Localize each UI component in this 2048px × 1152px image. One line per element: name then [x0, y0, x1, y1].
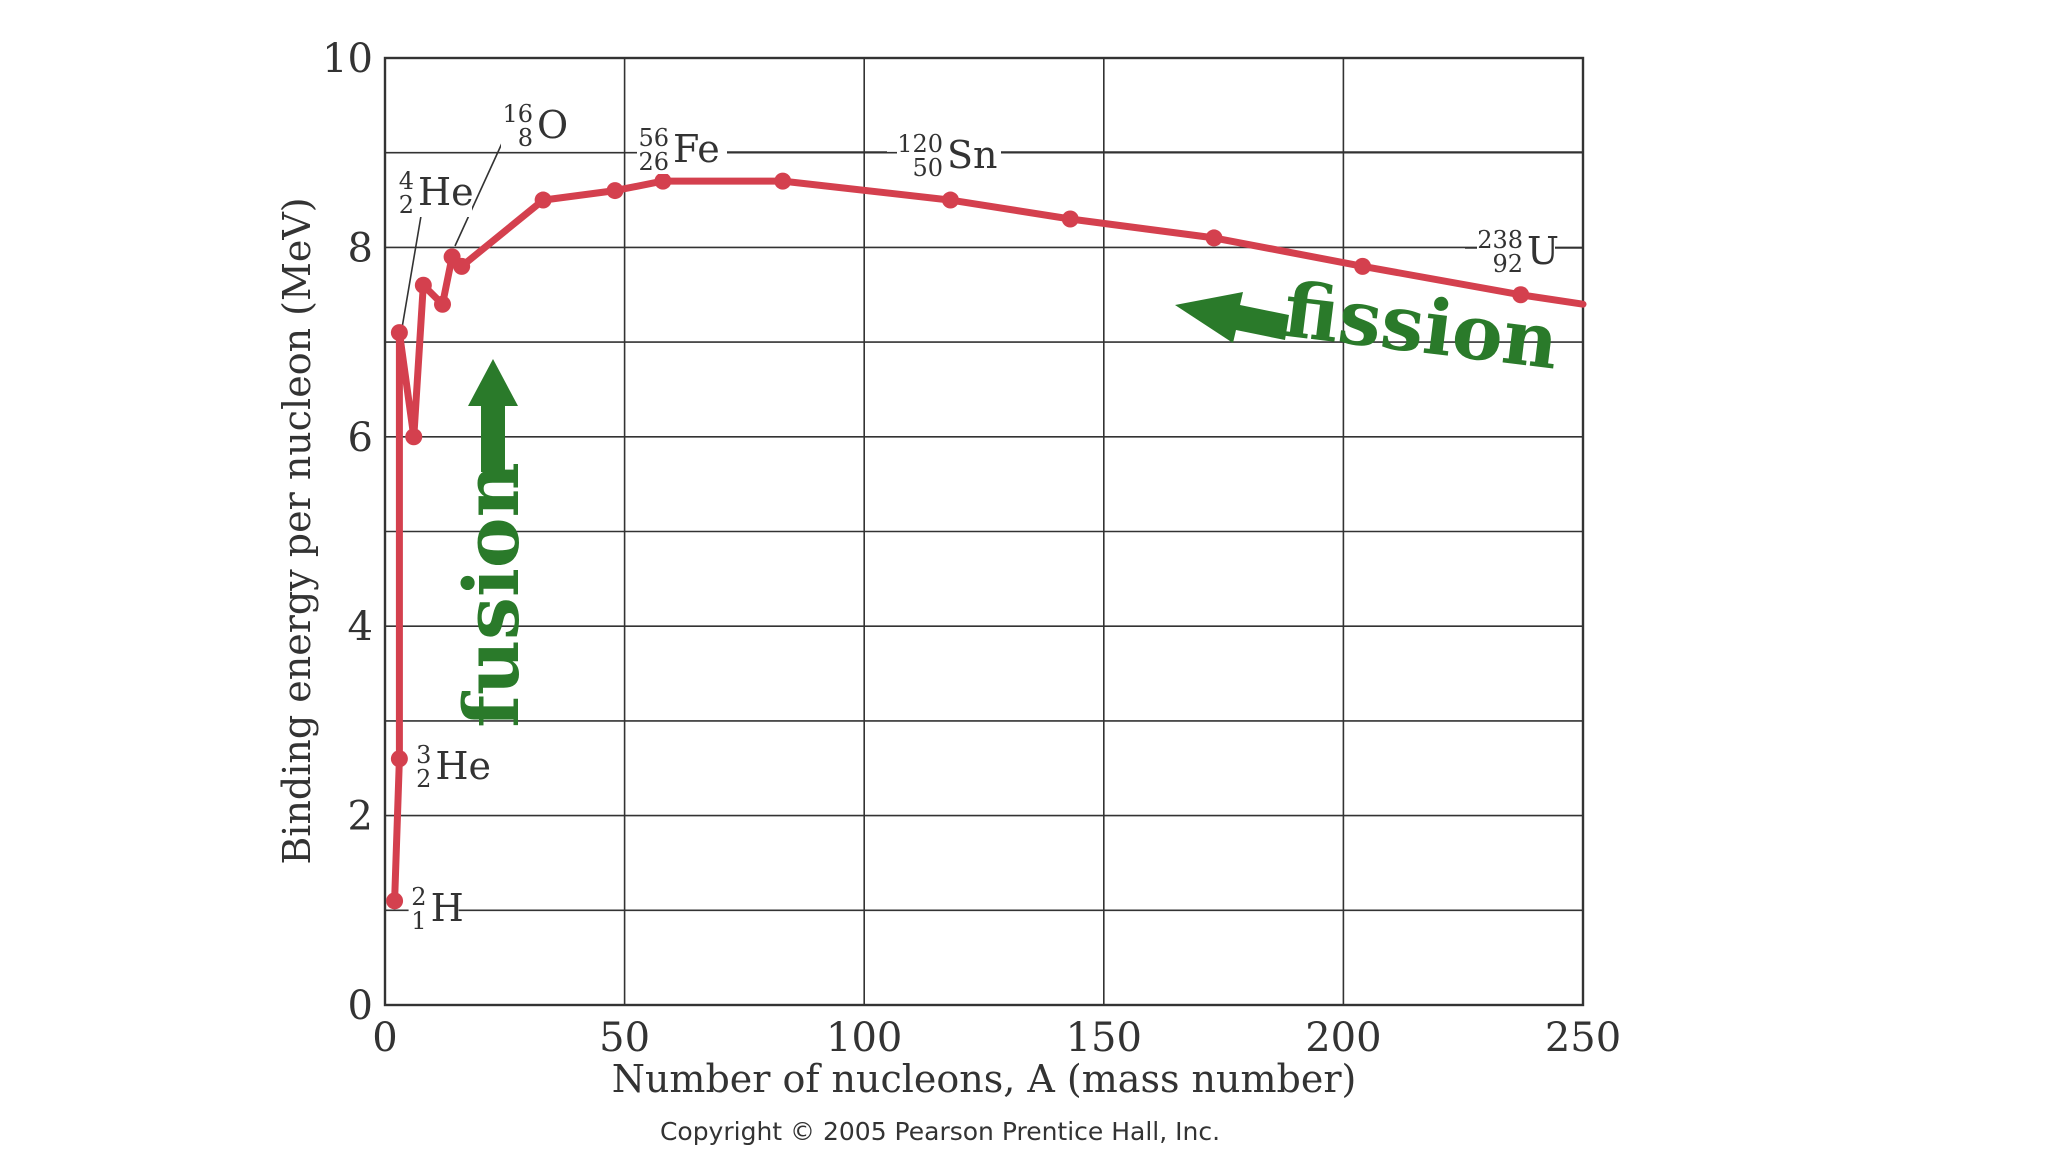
data-point — [941, 191, 959, 209]
plot-frame — [383, 56, 1585, 1007]
mass-number: 16 — [502, 100, 533, 128]
y-tick-label: 6 — [348, 415, 373, 461]
x-tick-label: 150 — [1066, 1015, 1142, 1061]
mass-number: 2 — [411, 883, 426, 911]
data-point — [534, 191, 552, 209]
element-symbol: H — [431, 886, 464, 930]
data-point — [434, 295, 452, 313]
data-point — [606, 182, 624, 200]
y-tick-label: 4 — [348, 604, 373, 650]
isotope-label: 42 He — [396, 161, 474, 219]
fusion-label: fusion — [447, 462, 536, 728]
isotope-label: 32 He — [413, 734, 491, 793]
data-point — [390, 324, 408, 342]
data-point — [1354, 257, 1372, 275]
element-symbol: O — [537, 103, 568, 147]
x-tick-label: 200 — [1305, 1015, 1381, 1061]
x-axis-label: Number of nucleons, A (mass number) — [612, 1057, 1357, 1101]
data-point — [1205, 229, 1223, 247]
data-point — [1512, 286, 1530, 304]
data-point — [654, 172, 672, 190]
atomic-number: 26 — [638, 148, 669, 176]
data-point — [774, 172, 792, 190]
x-tick-label: 250 — [1545, 1015, 1621, 1061]
y-tick-label: 2 — [348, 794, 373, 840]
mass-number: 56 — [638, 124, 669, 152]
y-axis-label: Binding energy per nucleon (MeV) — [275, 197, 319, 864]
fission-label: fission — [1279, 265, 1563, 387]
atomic-number: 50 — [912, 154, 943, 182]
element-symbol: Sn — [947, 133, 998, 177]
mass-number: 238 — [1477, 226, 1523, 254]
fission-arrow — [1175, 292, 1289, 343]
y-tick-label: 8 — [348, 225, 373, 271]
data-point — [386, 892, 404, 910]
mass-number: 4 — [399, 167, 414, 195]
x-tick-label: 0 — [372, 1015, 397, 1061]
x-tick-label: 100 — [826, 1015, 902, 1061]
atomic-number: 92 — [1492, 250, 1523, 278]
atomic-number: 1 — [411, 907, 426, 935]
atomic-number: 8 — [518, 124, 533, 152]
element-symbol: He — [418, 170, 474, 214]
isotope-label: 21 H — [408, 876, 464, 935]
copyright-notice: Copyright © 2005 Pearson Prentice Hall, … — [660, 1117, 1220, 1146]
atomic-number: 2 — [416, 765, 431, 793]
label-leader-line — [401, 215, 422, 329]
data-point — [453, 257, 471, 275]
data-points — [386, 172, 1530, 910]
data-point — [390, 750, 408, 768]
element-symbol: U — [1527, 229, 1559, 273]
data-point — [414, 276, 432, 294]
y-tick-label: 10 — [322, 36, 373, 82]
data-point — [1061, 210, 1079, 228]
element-symbol: Fe — [673, 127, 720, 171]
element-symbol: He — [435, 744, 491, 788]
mass-number: 3 — [416, 741, 431, 769]
y-tick-label: 0 — [348, 983, 373, 1029]
binding-energy-curve — [391, 177, 1587, 905]
label-leader-line — [454, 140, 504, 247]
fusion-arrow — [468, 359, 518, 472]
isotope-label: 168 O — [501, 94, 568, 152]
data-point — [405, 428, 423, 446]
atomic-number: 2 — [399, 191, 414, 219]
mass-number: 120 — [897, 130, 943, 158]
x-tick-label: 50 — [599, 1015, 650, 1061]
